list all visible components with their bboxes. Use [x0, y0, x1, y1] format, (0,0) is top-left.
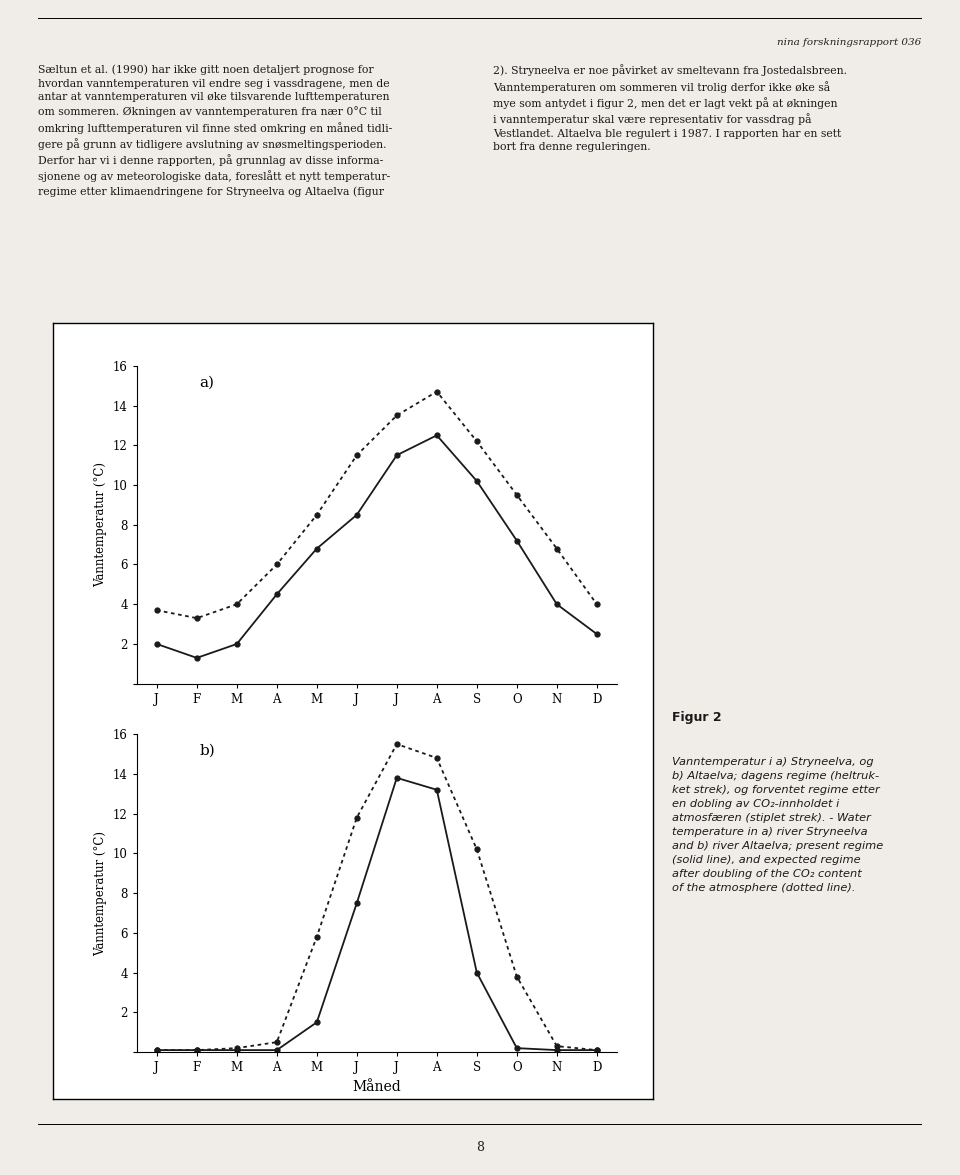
Text: 2). Stryneelva er noe påvirket av smeltevann fra Jostedalsbreen.
Vanntemperature: 2). Stryneelva er noe påvirket av smelte…	[493, 65, 848, 153]
Text: Sæltun et al. (1990) har ikke gitt noen detaljert prognose for
hvordan vanntempe: Sæltun et al. (1990) har ikke gitt noen …	[38, 65, 393, 196]
Text: 8: 8	[476, 1141, 484, 1154]
Text: Figur 2: Figur 2	[672, 711, 722, 724]
Y-axis label: Vanntemperatur (°C): Vanntemperatur (°C)	[94, 831, 108, 955]
X-axis label: Måned: Måned	[352, 1080, 401, 1094]
Text: a): a)	[200, 375, 214, 389]
Y-axis label: Vanntemperatur (°C): Vanntemperatur (°C)	[94, 462, 108, 588]
Text: Vanntemperatur i a) Stryneelva, og
b) Altaelva; dagens regime (heltruk-
ket stre: Vanntemperatur i a) Stryneelva, og b) Al…	[672, 758, 883, 893]
Text: b): b)	[200, 744, 215, 758]
Text: nina forskningsrapport 036: nina forskningsrapport 036	[778, 38, 922, 47]
